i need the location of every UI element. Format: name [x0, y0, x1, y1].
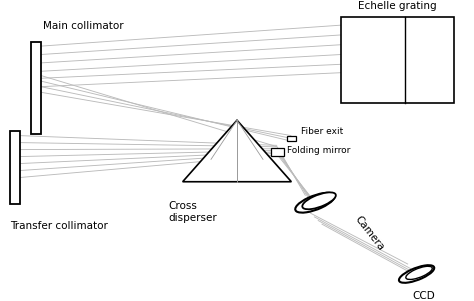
Ellipse shape	[302, 192, 336, 209]
Ellipse shape	[406, 266, 432, 279]
FancyBboxPatch shape	[287, 136, 296, 141]
Text: Main collimator: Main collimator	[43, 21, 124, 31]
Text: Camera: Camera	[353, 214, 386, 253]
Text: Folding mirror: Folding mirror	[287, 147, 350, 156]
Polygon shape	[182, 120, 292, 182]
Text: Echelle grating: Echelle grating	[358, 1, 437, 11]
Text: Fiber exit: Fiber exit	[301, 127, 343, 135]
FancyBboxPatch shape	[271, 148, 284, 156]
Text: CCD: CCD	[412, 291, 435, 301]
Text: Cross
disperser: Cross disperser	[168, 201, 217, 223]
Text: Transfer collimator: Transfer collimator	[10, 221, 108, 231]
Ellipse shape	[295, 193, 335, 213]
Ellipse shape	[399, 265, 434, 283]
FancyBboxPatch shape	[31, 42, 41, 134]
FancyBboxPatch shape	[341, 17, 455, 104]
FancyBboxPatch shape	[10, 132, 19, 204]
